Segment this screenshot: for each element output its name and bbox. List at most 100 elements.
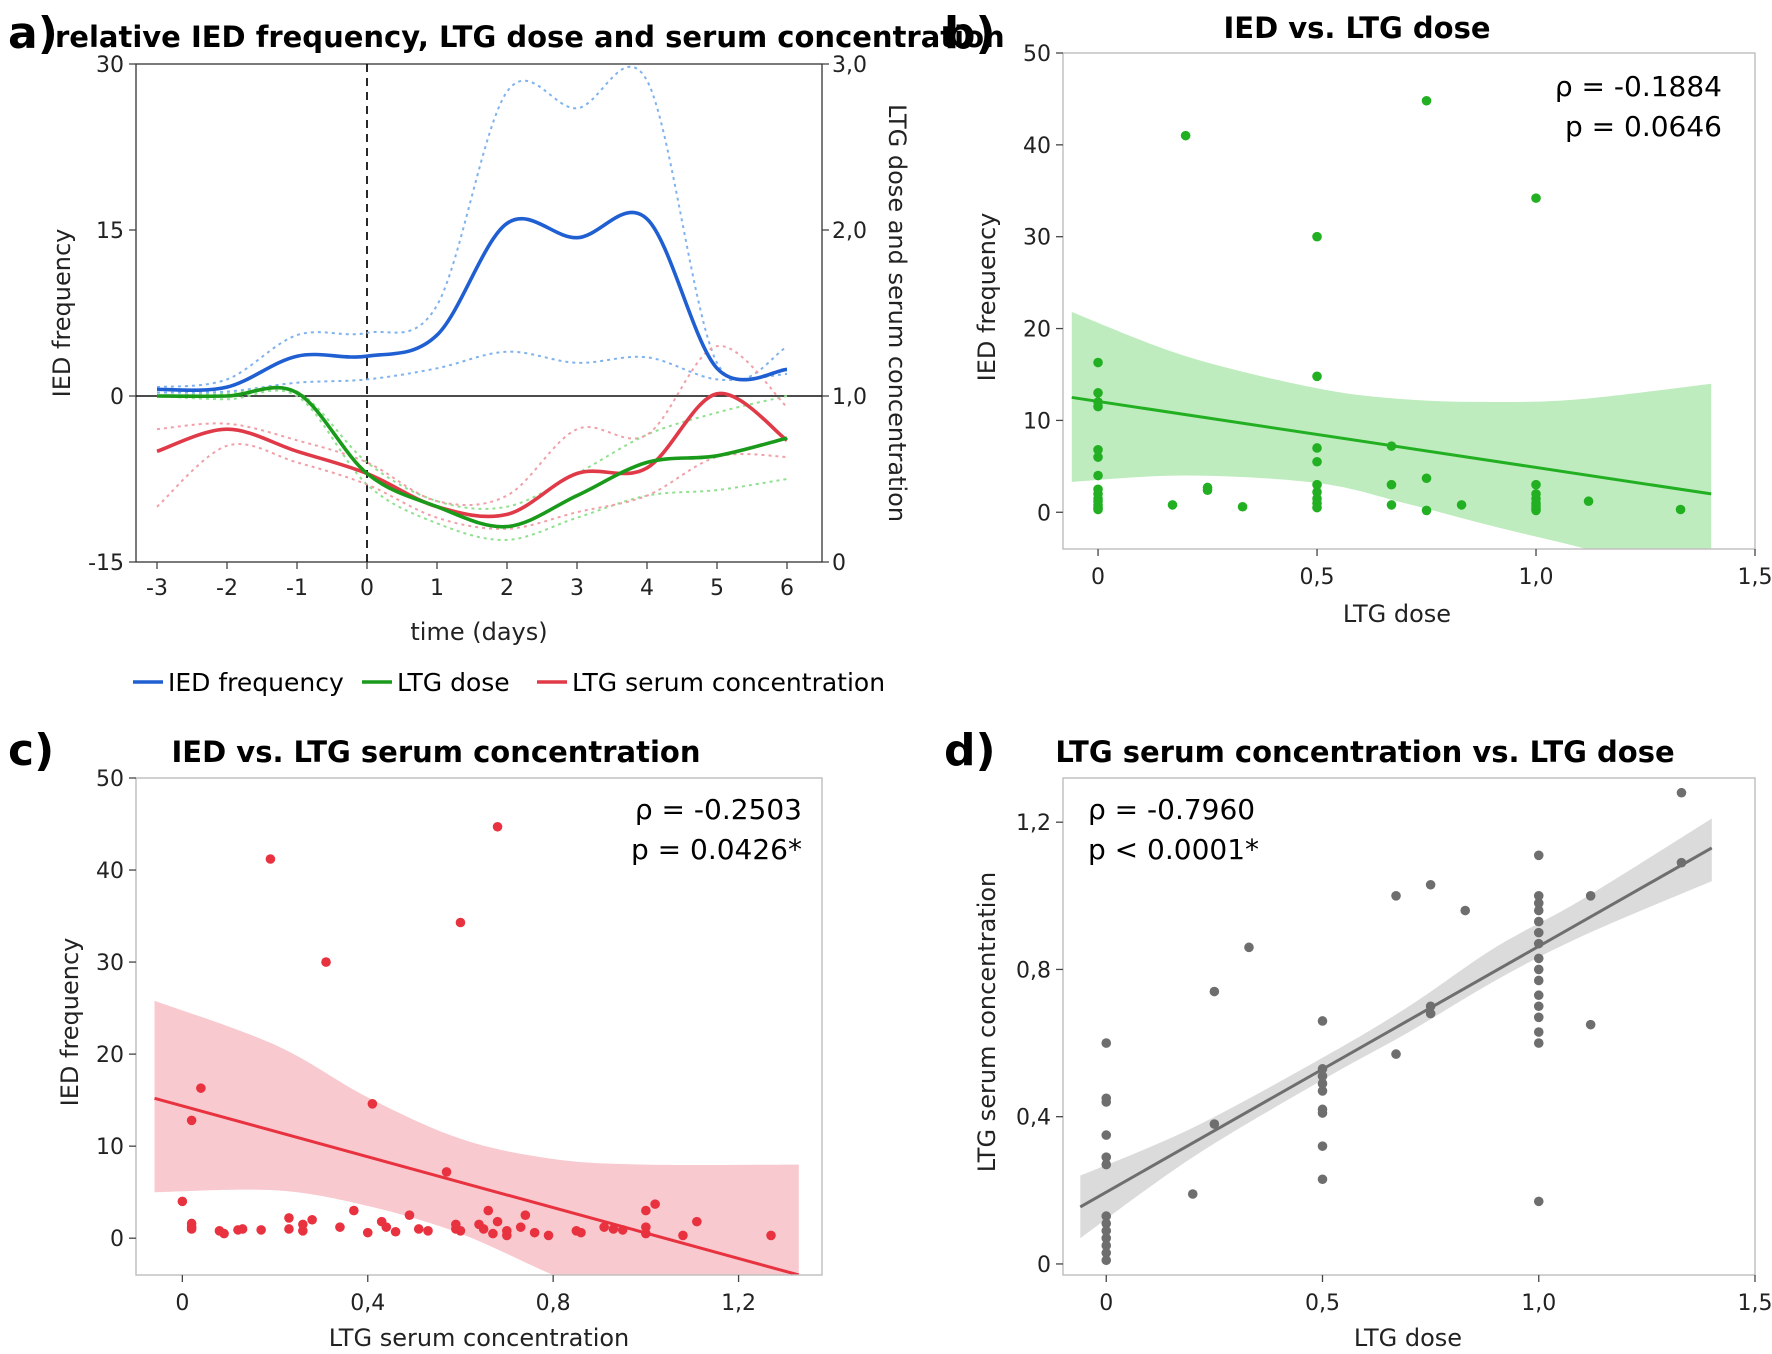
data-point (1533, 1196, 1544, 1207)
data-point (298, 1226, 308, 1236)
ied-ci-lower-line (156, 350, 788, 394)
x-tick-label: 1,2 (721, 1291, 756, 1316)
data-point (284, 1224, 294, 1234)
serum-ci-lower-line (156, 443, 788, 530)
x-tick-label: 1,5 (1738, 1291, 1772, 1316)
data-point (1237, 501, 1248, 512)
data-point (404, 1210, 415, 1220)
data-point (1533, 916, 1544, 927)
data-point (1101, 1233, 1112, 1243)
y-tick-label: 0 (110, 385, 124, 410)
x-tick-label: 5 (710, 576, 724, 601)
panel-d-p: p < 0.0001* (1088, 833, 1259, 866)
data-point (1533, 1038, 1544, 1048)
data-point (1317, 1108, 1328, 1118)
data-point (1317, 1071, 1328, 1081)
data-point (1533, 953, 1544, 964)
data-point (492, 821, 503, 832)
y-tick-label: 30 (96, 951, 124, 976)
data-point (478, 1224, 489, 1234)
data-point (1676, 857, 1687, 868)
panel-c-letter: c) (8, 725, 54, 776)
data-point (1533, 905, 1544, 916)
x-tick-label: 4 (640, 576, 654, 601)
data-point (1675, 504, 1686, 515)
data-point (381, 1222, 392, 1232)
data-point (1533, 938, 1544, 949)
data-point (335, 1222, 345, 1232)
data-point (1101, 1248, 1112, 1258)
y-tick-label: 30 (1023, 226, 1051, 251)
data-point (1187, 1189, 1198, 1199)
data-point (1312, 443, 1322, 453)
x-tick-label: 0,5 (1305, 1291, 1340, 1316)
data-point (1312, 371, 1322, 382)
data-point (1101, 1255, 1112, 1266)
x-tick-label: 0,8 (536, 1291, 571, 1316)
data-point (1093, 401, 1103, 412)
panel-d-letter: d) (944, 725, 996, 776)
serum-ci-upper-line (156, 345, 788, 507)
data-point (1533, 1012, 1544, 1023)
ied-series-line (156, 210, 788, 393)
data-point (641, 1205, 651, 1216)
panel-a: a) relative IED frequency, LTG dose and … (8, 8, 1005, 697)
data-point (186, 1224, 197, 1234)
data-point (1531, 193, 1541, 203)
data-point (766, 1230, 776, 1241)
confidence-band (154, 1000, 799, 1275)
y-tick-label: 0,8 (1016, 958, 1051, 983)
data-point (362, 1227, 373, 1238)
panel-a-letter: a) (8, 8, 58, 59)
data-point (1533, 891, 1544, 901)
y-tick-label: -15 (88, 551, 124, 576)
panel-c-rho: ρ = -0.2503 (635, 793, 802, 826)
data-point (529, 1227, 540, 1238)
y2-tick-label: 0 (832, 551, 846, 576)
x-tick-label: 0 (360, 576, 374, 601)
data-point (423, 1226, 433, 1236)
data-point (1101, 1130, 1112, 1140)
panel-b-plot: 0 0,5 1,0 1,5 0 10 20 30 40 50 (1023, 42, 1772, 590)
data-point (520, 1210, 531, 1220)
data-point (1244, 942, 1254, 953)
panel-b-p: p = 0.0646 (1565, 110, 1722, 143)
panel-a-plot: -3 -2 -1 0 1 2 3 4 5 6 -15 0 15 30 0 1,0 2,0 3,0 (88, 53, 867, 601)
legend-label-serum: LTG serum concentration (572, 668, 885, 697)
data-point (284, 1213, 294, 1223)
data-point (256, 1225, 266, 1235)
data-point (1386, 500, 1397, 510)
data-point (1093, 470, 1103, 481)
data-point (1533, 964, 1544, 975)
panel-d-xlabel: LTG dose (1354, 1324, 1462, 1352)
dose-series-line (156, 385, 788, 529)
panel-c: c) IED vs. LTG serum concentration 0 0,4 0… (8, 725, 823, 1352)
panel-a-title: relative IED frequency, LTG dose and ser… (55, 20, 1005, 54)
panel-b-rho: ρ = -0.1884 (1555, 70, 1722, 103)
data-point (1317, 1078, 1328, 1089)
y-tick-label: 40 (1023, 134, 1051, 159)
data-point (1421, 95, 1432, 106)
x-tick-label: 1,0 (1521, 1291, 1556, 1316)
panel-a-y2label: LTG dose and serum concentration (883, 104, 911, 522)
y2-tick-label: 3,0 (832, 53, 867, 78)
data-point (483, 1205, 494, 1216)
data-point (1093, 445, 1103, 455)
panel-d: d) LTG serum concentration vs. LTG dose … (944, 725, 1772, 1352)
data-point (186, 1115, 197, 1126)
regression-line (1079, 846, 1713, 1209)
y-tick-label: 40 (96, 859, 124, 884)
data-point (441, 1167, 452, 1177)
panel-d-plot: 0 0,5 1,0 1,5 0 0,4 0,8 1,2 (1016, 777, 1772, 1316)
plot-area (1079, 787, 1713, 1266)
y-tick-label: 30 (96, 53, 124, 78)
data-point (608, 1224, 619, 1234)
data-point (1312, 231, 1322, 242)
data-point (1101, 1097, 1112, 1107)
x-tick-label: 1,0 (1519, 565, 1554, 590)
data-point (1425, 1008, 1436, 1019)
data-point (413, 1224, 424, 1234)
data-point (1093, 388, 1103, 398)
x-tick-label: 6 (780, 576, 794, 601)
